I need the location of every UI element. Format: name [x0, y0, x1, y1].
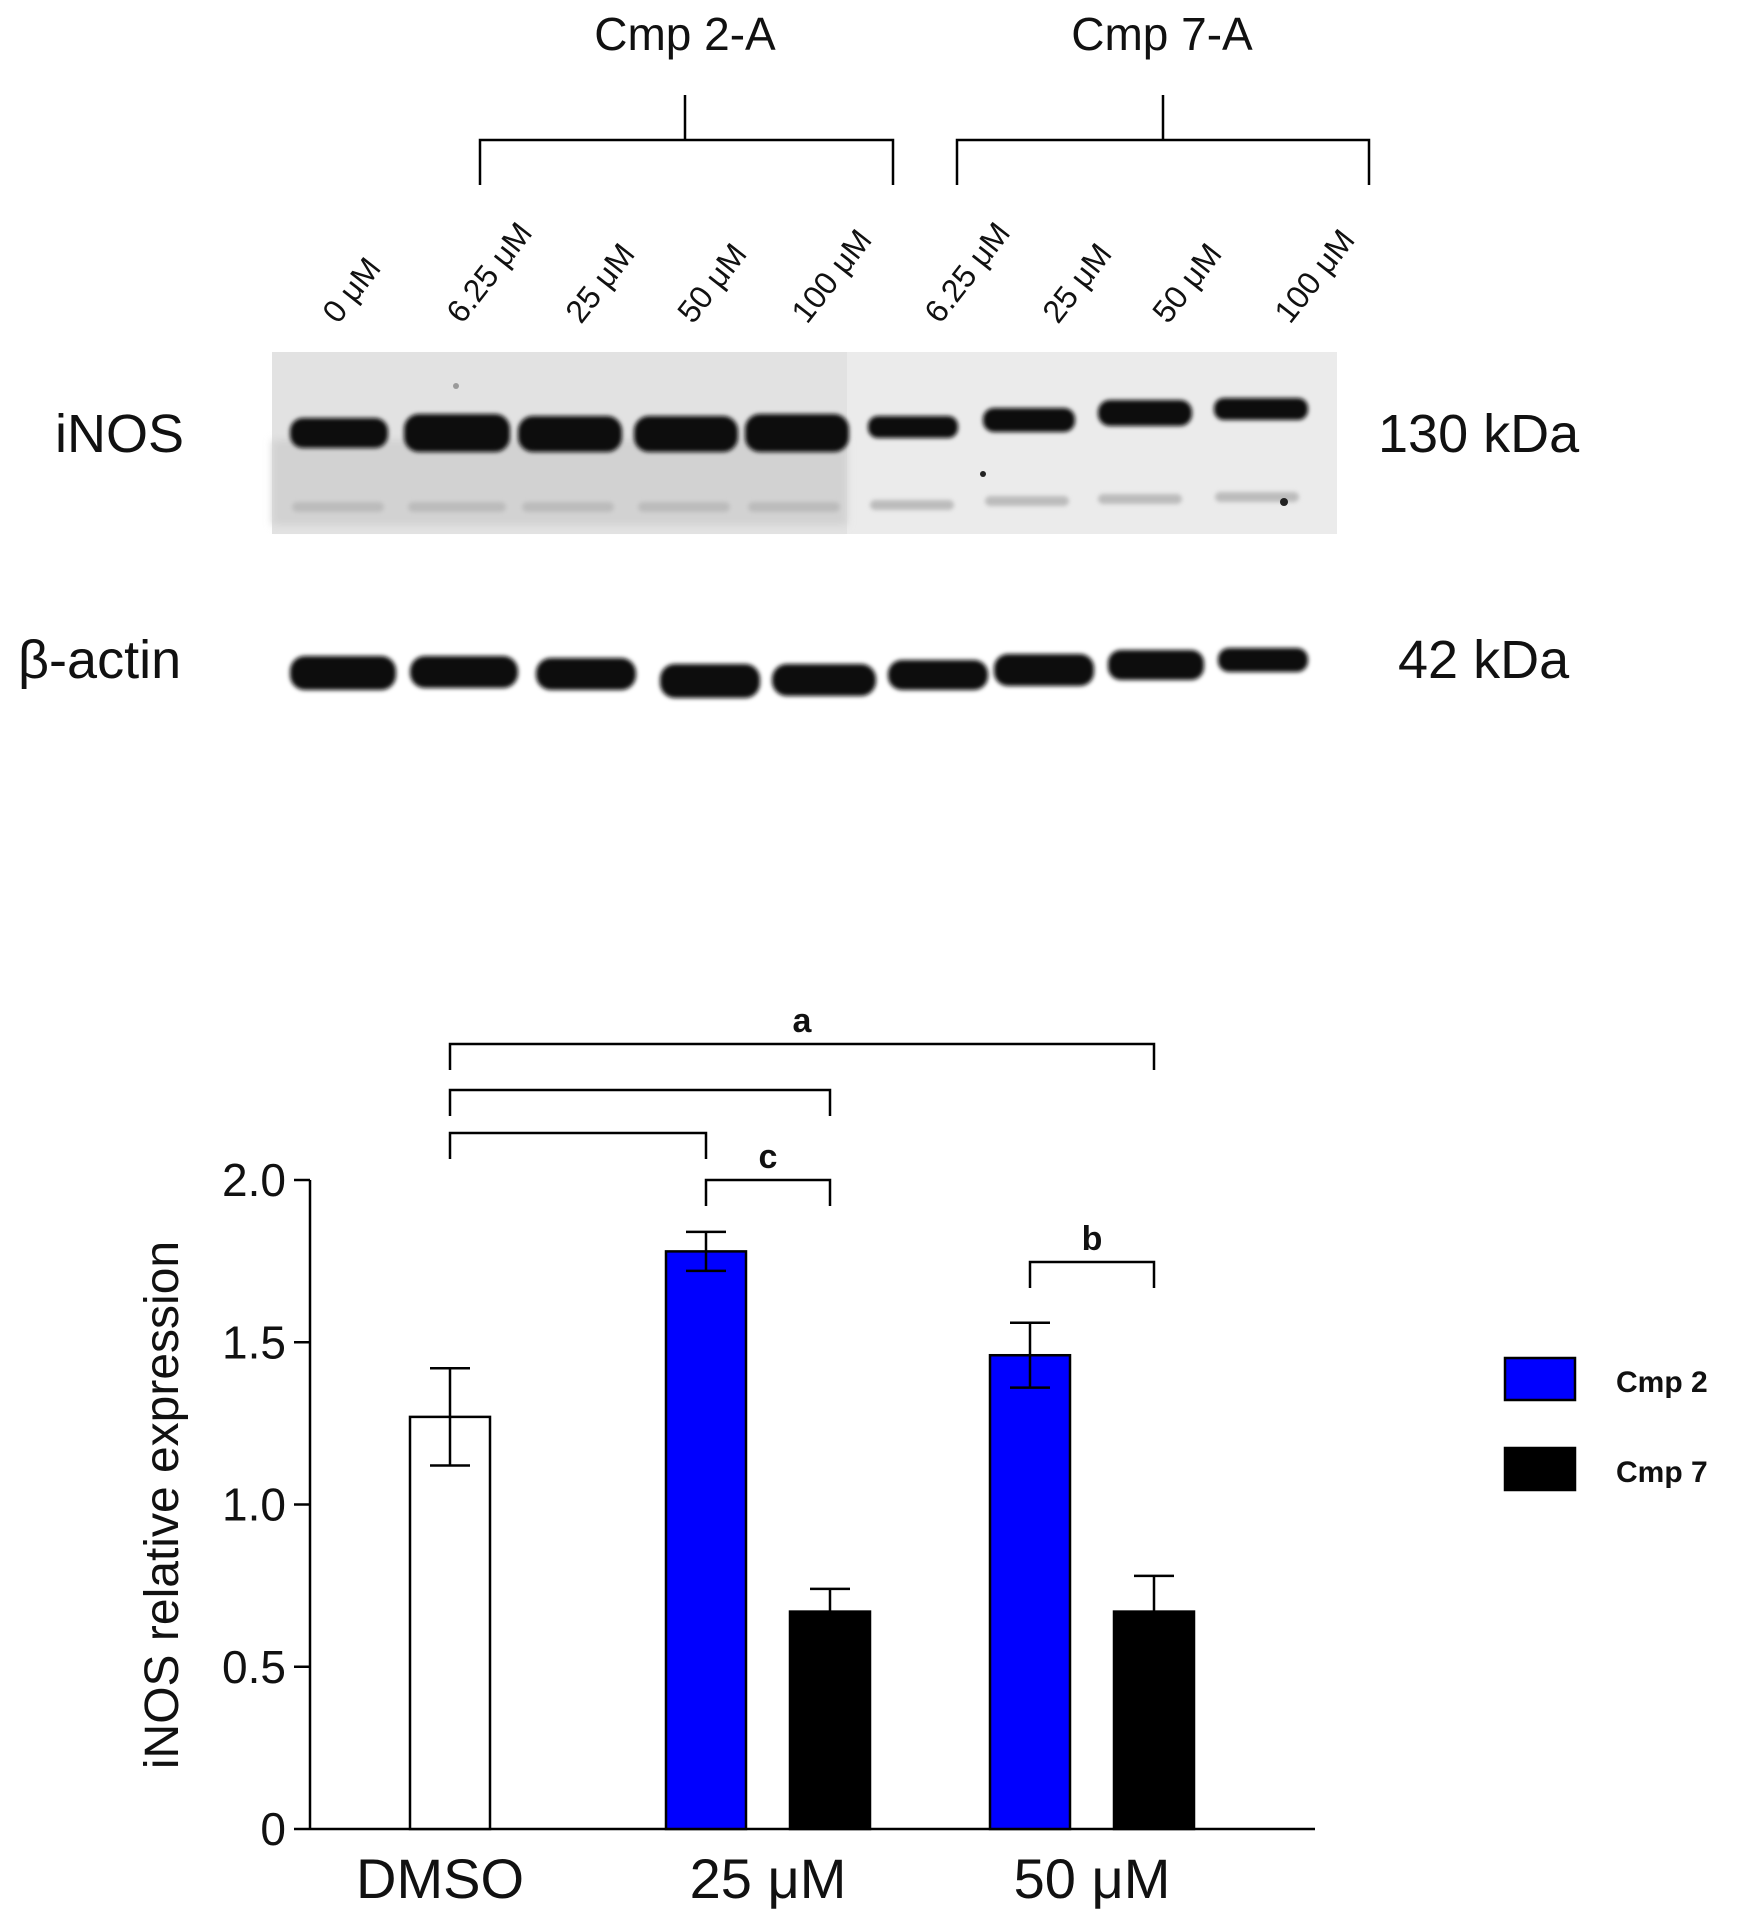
lane-label: 50 μM [670, 237, 754, 330]
bar-dmso [408, 1415, 492, 1831]
chart-error-bars [430, 1230, 1174, 1649]
legend-swatch [1503, 1356, 1577, 1402]
legend-label: Cmp 2 [1616, 1366, 1708, 1399]
bar-cmp-2 [664, 1250, 748, 1831]
y-tick-label: 1.5 [222, 1316, 286, 1368]
bar-cmp-7 [788, 1610, 872, 1831]
chart-axes: 0 0.5 1.0 1.5 2.0 iNOS relative expression DMS… [136, 1154, 1315, 1910]
x-tick-label: 25 μM [690, 1847, 847, 1910]
significance-bracket [448, 1131, 708, 1159]
lane-label: 25 μM [1035, 237, 1119, 330]
lane-label: 6.25 μM [917, 216, 1017, 330]
lane-label: 0 μM [315, 251, 388, 330]
y-axis-label: iNOS relative expression [136, 1241, 189, 1769]
significance-label: a [793, 1002, 813, 1040]
significance-bracket [704, 1178, 832, 1206]
lane-label: 50 μM [1145, 237, 1229, 330]
group-bracket-cmp7a [955, 95, 1371, 185]
chart-legend: Cmp 2 Cmp 7 [1503, 1356, 1708, 1492]
row-size-inos: 130 kDa [1378, 404, 1580, 464]
significance-bracket [448, 1088, 832, 1116]
significance-bracket [1028, 1260, 1156, 1288]
y-tick-label: 2.0 [222, 1154, 286, 1206]
y-tick-label: 0.5 [222, 1641, 286, 1693]
group-bracket-cmp2a [478, 95, 895, 185]
lane-labels: 0 μM 6.25 μM 25 μM 50 μM 100 μM 6.25 μM … [315, 216, 1361, 330]
beta-actin-blot-image [290, 648, 1308, 698]
legend-swatch [1503, 1446, 1577, 1492]
row-label-beta-actin: β-actin [18, 630, 181, 690]
chart-marks [408, 1250, 1196, 1831]
western-blot: Cmp 2-A Cmp 7-A 0 μM 6.25 μM 25 μM 50 μM… [18, 8, 1580, 698]
legend-label: Cmp 7 [1616, 1456, 1708, 1489]
inos-blot-image [272, 352, 1337, 534]
lane-label: 100 μM [784, 223, 878, 330]
y-tick-label: 0 [260, 1803, 286, 1855]
group-label-cmp2a: Cmp 2-A [594, 8, 776, 60]
significance-brackets: a c b [448, 1002, 1156, 1288]
lane-label: 100 μM [1267, 223, 1361, 330]
significance-label: b [1082, 1220, 1103, 1258]
row-size-beta-actin: 42 kDa [1398, 630, 1570, 690]
x-tick-label: 50 μM [1014, 1847, 1171, 1910]
group-label-cmp7a: Cmp 7-A [1071, 8, 1253, 60]
bar-cmp-2 [988, 1353, 1072, 1831]
lane-label: 6.25 μM [439, 216, 539, 330]
x-tick-label: DMSO [356, 1847, 524, 1910]
significance-bracket [448, 1042, 1156, 1070]
lane-label: 25 μM [558, 237, 642, 330]
row-label-inos: iNOS [55, 404, 184, 464]
significance-label: c [759, 1138, 778, 1176]
bar-chart: 0 0.5 1.0 1.5 2.0 iNOS relative expression DMS… [136, 1002, 1708, 1910]
y-tick-label: 1.0 [222, 1479, 286, 1531]
